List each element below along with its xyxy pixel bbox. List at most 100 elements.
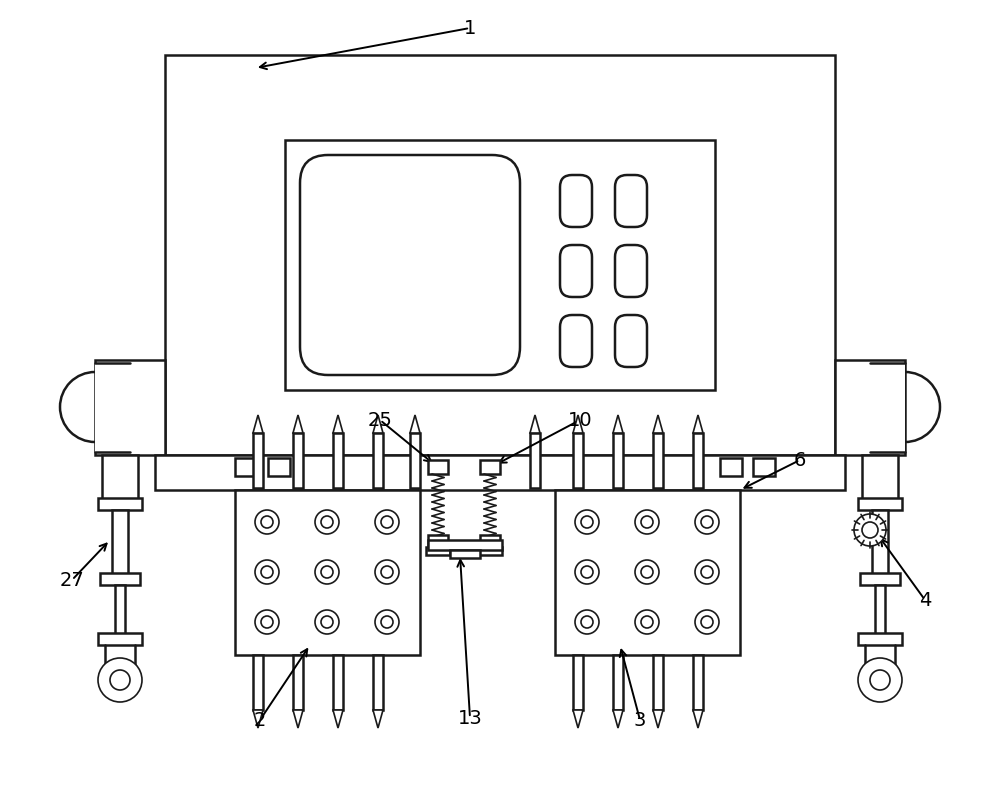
Polygon shape — [253, 415, 263, 433]
Bar — [753, 458, 775, 476]
Circle shape — [375, 610, 399, 634]
Polygon shape — [693, 415, 703, 433]
Bar — [872, 510, 888, 575]
Bar — [875, 585, 885, 635]
Polygon shape — [333, 415, 343, 433]
Circle shape — [381, 616, 393, 628]
Bar — [835, 360, 905, 455]
Bar — [428, 460, 448, 474]
Bar — [720, 458, 742, 476]
Circle shape — [261, 566, 273, 578]
Bar — [653, 433, 663, 488]
Polygon shape — [333, 710, 343, 728]
Bar — [165, 55, 835, 455]
Circle shape — [381, 516, 393, 528]
Bar — [373, 655, 383, 710]
FancyBboxPatch shape — [615, 175, 647, 227]
Bar — [426, 547, 450, 555]
Polygon shape — [693, 710, 703, 728]
Circle shape — [261, 516, 273, 528]
Bar — [112, 510, 128, 575]
Circle shape — [375, 560, 399, 584]
Circle shape — [635, 560, 659, 584]
Circle shape — [862, 522, 878, 538]
Circle shape — [641, 516, 653, 528]
Text: 27: 27 — [60, 570, 84, 589]
FancyBboxPatch shape — [615, 245, 647, 297]
Bar — [285, 140, 715, 390]
Bar — [530, 433, 540, 488]
Bar — [373, 433, 383, 488]
Circle shape — [261, 616, 273, 628]
Circle shape — [315, 560, 339, 584]
Bar — [293, 433, 303, 488]
Text: 6: 6 — [794, 450, 806, 469]
Bar — [102, 455, 138, 500]
Circle shape — [695, 510, 719, 534]
Polygon shape — [293, 415, 303, 433]
Text: 1: 1 — [464, 18, 476, 37]
Bar — [98, 633, 142, 645]
Polygon shape — [613, 415, 623, 433]
Text: 10: 10 — [568, 411, 592, 430]
Bar — [115, 585, 125, 635]
Polygon shape — [410, 415, 420, 433]
Circle shape — [575, 560, 599, 584]
Polygon shape — [573, 415, 583, 433]
Polygon shape — [373, 710, 383, 728]
Circle shape — [858, 658, 902, 702]
Bar — [613, 655, 623, 710]
Bar — [253, 655, 263, 710]
Circle shape — [110, 670, 130, 690]
FancyBboxPatch shape — [300, 155, 520, 375]
Bar — [333, 433, 343, 488]
Circle shape — [695, 610, 719, 634]
Circle shape — [701, 516, 713, 528]
Circle shape — [701, 616, 713, 628]
Bar — [480, 460, 500, 474]
Circle shape — [575, 510, 599, 534]
Bar — [613, 433, 623, 488]
Polygon shape — [573, 710, 583, 728]
Polygon shape — [373, 415, 383, 433]
Circle shape — [321, 616, 333, 628]
Circle shape — [375, 510, 399, 534]
Bar — [155, 455, 845, 490]
Bar — [555, 490, 740, 655]
Circle shape — [255, 610, 279, 634]
Circle shape — [315, 510, 339, 534]
Bar — [268, 458, 290, 476]
Circle shape — [255, 560, 279, 584]
Bar — [333, 655, 343, 710]
Bar — [95, 363, 130, 452]
Bar — [862, 455, 898, 500]
Circle shape — [381, 566, 393, 578]
Text: 2: 2 — [254, 711, 266, 730]
Bar — [858, 498, 902, 510]
Bar — [693, 433, 703, 488]
Circle shape — [581, 516, 593, 528]
Text: 4: 4 — [919, 591, 931, 610]
Circle shape — [581, 566, 593, 578]
Polygon shape — [530, 415, 540, 433]
Polygon shape — [653, 415, 663, 433]
Circle shape — [321, 516, 333, 528]
Bar — [410, 433, 420, 488]
Bar — [95, 360, 165, 455]
Circle shape — [641, 566, 653, 578]
Polygon shape — [253, 710, 263, 728]
Circle shape — [255, 510, 279, 534]
Circle shape — [870, 670, 890, 690]
Bar — [693, 655, 703, 710]
Bar — [450, 550, 480, 558]
Polygon shape — [293, 710, 303, 728]
Bar — [253, 433, 263, 488]
Circle shape — [695, 560, 719, 584]
Circle shape — [315, 610, 339, 634]
Bar — [235, 490, 420, 655]
Circle shape — [575, 610, 599, 634]
Bar — [870, 363, 905, 452]
Circle shape — [581, 616, 593, 628]
Text: 13: 13 — [458, 708, 482, 727]
Bar — [428, 535, 448, 547]
